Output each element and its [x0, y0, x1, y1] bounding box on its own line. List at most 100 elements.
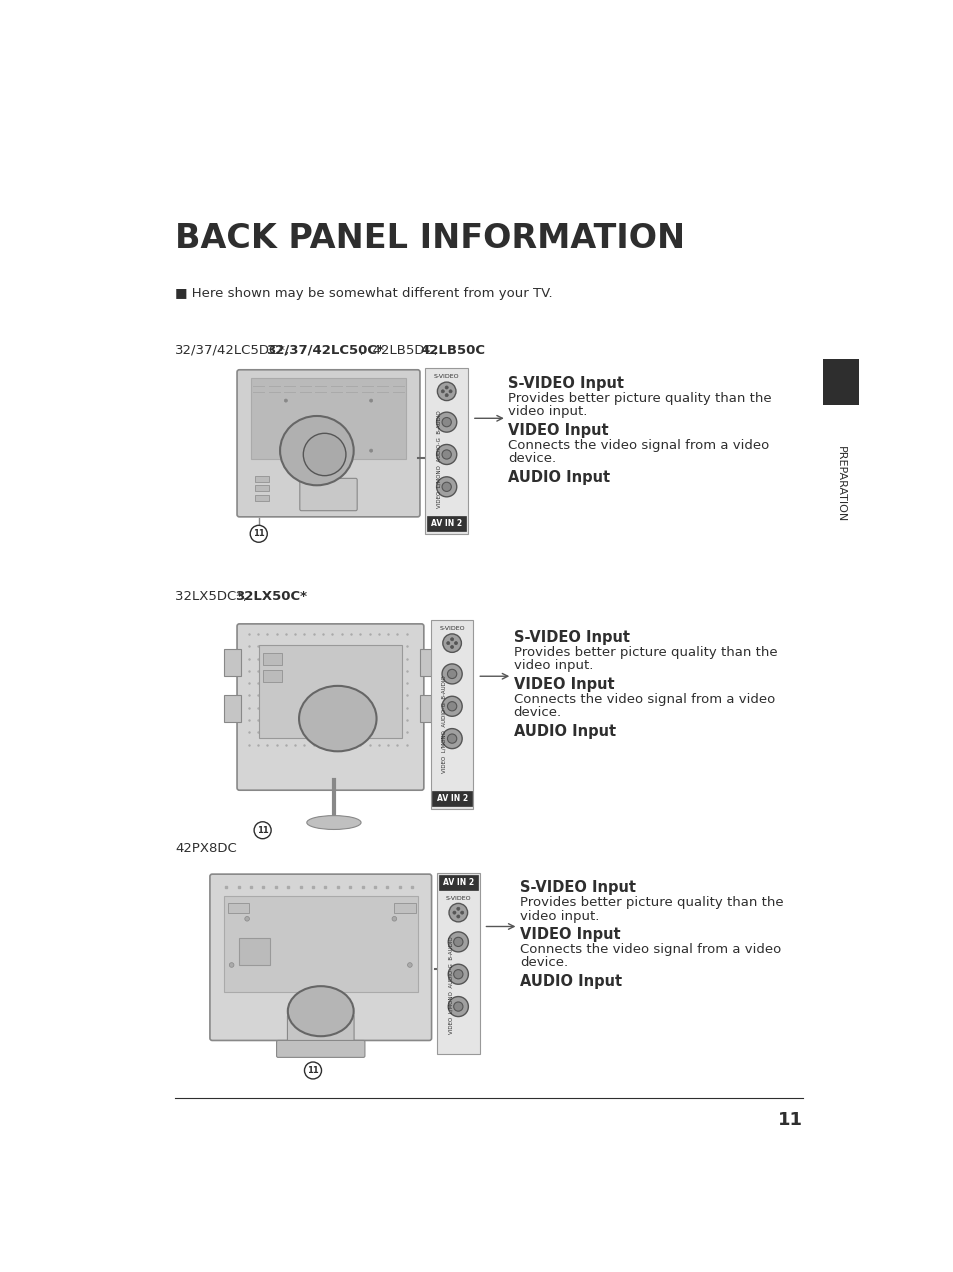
Text: VIDEO Input: VIDEO Input — [519, 927, 619, 943]
Text: video input.: video input. — [519, 909, 598, 922]
Text: Provides better picture quality than the: Provides better picture quality than the — [508, 392, 771, 404]
Text: VIDEO  L/MONO  AUDIO-G  B-AUDIO: VIDEO L/MONO AUDIO-G B-AUDIO — [448, 936, 453, 1034]
Bar — [394, 903, 416, 912]
Circle shape — [441, 482, 451, 491]
Text: AUDIO Input: AUDIO Input — [513, 724, 616, 739]
Text: video input.: video input. — [513, 659, 593, 673]
Circle shape — [449, 389, 452, 393]
Circle shape — [436, 382, 456, 401]
Bar — [419, 649, 436, 677]
Text: Connects the video signal from a video: Connects the video signal from a video — [513, 693, 774, 706]
Text: Provides better picture quality than the: Provides better picture quality than the — [513, 646, 777, 659]
Text: PREPARATION: PREPARATION — [835, 445, 845, 522]
Text: 42PX8DC: 42PX8DC — [174, 842, 236, 855]
Circle shape — [245, 917, 249, 921]
FancyBboxPatch shape — [210, 874, 431, 1040]
Bar — [254, 495, 269, 501]
Text: ,  42LB5DC,: , 42LB5DC, — [360, 343, 442, 356]
Text: 32LX5DC*,: 32LX5DC*, — [174, 590, 252, 603]
Text: device.: device. — [508, 452, 556, 466]
Circle shape — [445, 385, 448, 389]
Text: VIDEO Input: VIDEO Input — [508, 422, 608, 438]
Bar — [427, 516, 466, 532]
Circle shape — [229, 963, 233, 967]
Bar — [239, 937, 270, 965]
Text: 11: 11 — [256, 826, 268, 834]
Bar — [262, 653, 282, 665]
Bar — [425, 368, 468, 534]
Bar — [224, 696, 241, 722]
Circle shape — [460, 911, 463, 915]
Circle shape — [407, 963, 412, 967]
Bar — [262, 670, 282, 682]
Text: 11: 11 — [777, 1112, 802, 1130]
Bar — [419, 696, 436, 722]
Circle shape — [454, 1002, 462, 1011]
Bar — [254, 476, 269, 482]
Text: S-VIDEO: S-VIDEO — [445, 895, 471, 901]
Bar — [224, 649, 241, 677]
Circle shape — [369, 399, 373, 402]
Circle shape — [448, 964, 468, 985]
Text: 42LB50C: 42LB50C — [420, 343, 485, 356]
Ellipse shape — [298, 686, 376, 752]
Text: ■ Here shown may be somewhat different from your TV.: ■ Here shown may be somewhat different f… — [174, 287, 552, 300]
Text: S-VIDEO Input: S-VIDEO Input — [508, 377, 623, 391]
Ellipse shape — [307, 815, 360, 829]
Circle shape — [446, 641, 449, 645]
Circle shape — [450, 645, 454, 649]
Circle shape — [447, 702, 456, 711]
Text: S-VIDEO Input: S-VIDEO Input — [513, 630, 629, 645]
Text: 11: 11 — [307, 1066, 318, 1075]
Circle shape — [304, 1062, 321, 1079]
Circle shape — [284, 449, 287, 452]
Bar — [224, 895, 417, 992]
Bar — [822, 359, 858, 406]
FancyBboxPatch shape — [287, 1014, 354, 1042]
Circle shape — [369, 449, 373, 452]
Circle shape — [441, 696, 461, 716]
Text: device.: device. — [519, 957, 567, 969]
Bar — [258, 645, 402, 738]
Circle shape — [250, 525, 267, 542]
Text: video input.: video input. — [508, 406, 587, 418]
Circle shape — [441, 389, 444, 393]
Circle shape — [449, 903, 467, 922]
Text: 32/37/42LC50C*: 32/37/42LC50C* — [266, 343, 384, 356]
Circle shape — [436, 444, 456, 464]
Text: S-VIDEO: S-VIDEO — [438, 626, 464, 631]
Text: AUDIO Input: AUDIO Input — [508, 469, 610, 485]
Circle shape — [453, 911, 456, 915]
Ellipse shape — [288, 986, 354, 1037]
Ellipse shape — [303, 434, 346, 476]
Text: AV IN 2: AV IN 2 — [431, 519, 462, 528]
Text: AV IN 2: AV IN 2 — [442, 878, 474, 887]
Circle shape — [253, 822, 271, 838]
Bar — [438, 875, 477, 890]
Text: BACK PANEL INFORMATION: BACK PANEL INFORMATION — [174, 221, 684, 254]
Bar — [432, 791, 472, 806]
Text: Provides better picture quality than the: Provides better picture quality than the — [519, 897, 782, 909]
Circle shape — [448, 996, 468, 1016]
Text: S-VIDEO Input: S-VIDEO Input — [519, 880, 636, 895]
Text: 11: 11 — [253, 529, 264, 538]
Bar — [436, 873, 479, 1053]
Text: VIDEO  L/MONO  AUDIO-G  B-AUDIO: VIDEO L/MONO AUDIO-G B-AUDIO — [436, 411, 441, 509]
Circle shape — [447, 669, 456, 678]
FancyBboxPatch shape — [236, 370, 419, 516]
Ellipse shape — [280, 416, 354, 486]
FancyBboxPatch shape — [299, 478, 356, 510]
Text: device.: device. — [513, 706, 561, 719]
Circle shape — [441, 664, 461, 684]
Text: Connects the video signal from a video: Connects the video signal from a video — [519, 944, 781, 957]
Circle shape — [454, 937, 462, 946]
FancyBboxPatch shape — [236, 623, 423, 790]
Circle shape — [450, 637, 454, 641]
Text: AUDIO Input: AUDIO Input — [519, 974, 621, 988]
Circle shape — [454, 969, 462, 979]
FancyBboxPatch shape — [276, 1040, 365, 1057]
Bar — [228, 903, 249, 912]
Circle shape — [456, 907, 459, 911]
Text: VIDEO Input: VIDEO Input — [513, 677, 614, 692]
Circle shape — [442, 633, 461, 653]
